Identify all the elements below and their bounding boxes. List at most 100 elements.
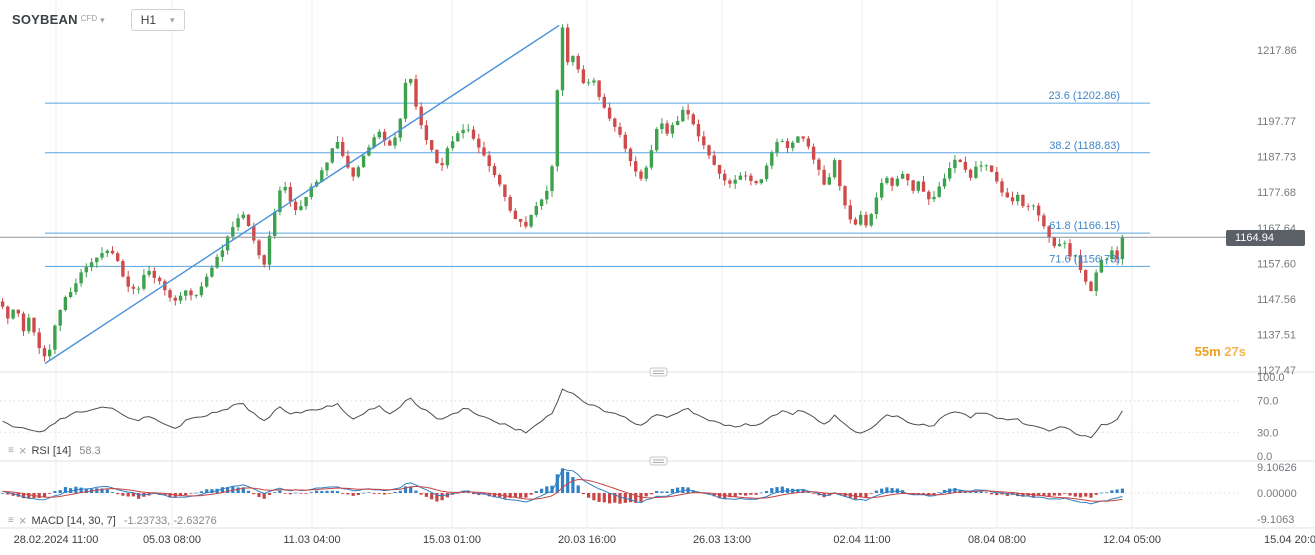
macd-histogram-bar [210, 489, 214, 493]
candle-body [958, 159, 962, 162]
macd-histogram-bar [1115, 489, 1119, 493]
panel-resize-handle[interactable] [649, 367, 668, 377]
candle-body [351, 167, 355, 177]
candle-body [53, 325, 57, 350]
candle-body [749, 175, 753, 181]
macd-histogram-bar [220, 487, 224, 493]
macd-histogram-bar [383, 493, 387, 495]
time-axis-label: 20.03 16:00 [558, 534, 616, 546]
macd-line [2, 468, 1123, 505]
candle-body [623, 134, 627, 149]
candle-body [592, 80, 596, 83]
macd-histogram-bar [885, 487, 889, 493]
indicator-close-icon[interactable]: × [18, 513, 27, 528]
panel-resize-handle[interactable] [649, 456, 668, 466]
macd-histogram-bar [430, 493, 434, 500]
candle-body [398, 118, 402, 138]
candle-body [550, 166, 554, 191]
candle-body [335, 142, 340, 149]
candle-body [545, 190, 549, 200]
price-axis-label: 1147.56 [1257, 294, 1296, 306]
macd-histogram-bar [126, 493, 130, 497]
candle-body [168, 290, 172, 298]
macd-histogram-bar [267, 493, 272, 495]
candle-body [445, 148, 450, 166]
macd-axis-label: -9.1063 [1257, 514, 1294, 526]
macd-histogram-bar [780, 486, 784, 493]
macd-histogram-bar [812, 493, 816, 494]
candle-body [142, 274, 146, 289]
candle-body [1099, 259, 1104, 273]
price-axis-label: 1187.73 [1257, 152, 1296, 164]
macd-histogram-bar [874, 490, 878, 493]
macd-histogram-bar [341, 493, 345, 494]
candle-body [388, 140, 392, 146]
macd-histogram-bar [508, 493, 512, 498]
fib-retracement-layer[interactable] [45, 102, 1150, 267]
macd-histogram-bar [1058, 493, 1062, 496]
macd-histogram-bar [241, 487, 245, 493]
candle-body [963, 161, 968, 170]
macd-histogram-bar [320, 491, 324, 493]
candle-body [157, 277, 162, 282]
candle-body [58, 310, 62, 326]
candle-body [513, 210, 518, 220]
rsi-line [2, 388, 1123, 439]
candle-body [848, 205, 852, 220]
candle-body [32, 317, 36, 333]
chevron-down-icon: ▾ [170, 15, 175, 25]
time-axis-label: 15.04 20:0 [1264, 534, 1315, 546]
fib-level-label: 71.6 (1156.73) [1049, 253, 1120, 265]
candle-body [0, 301, 5, 307]
price-axis-label: 1197.77 [1257, 116, 1296, 128]
indicator-settings-icon[interactable]: ≡ [8, 444, 14, 456]
candle-body [984, 165, 988, 167]
macd-histogram-bar [1094, 493, 1098, 495]
candle-body [968, 169, 973, 178]
indicator-close-icon[interactable]: × [18, 443, 27, 458]
candle-body [864, 214, 868, 226]
candle-body [471, 129, 476, 139]
candle-body [508, 196, 512, 211]
candle-body [361, 155, 366, 168]
candle-body [131, 286, 136, 289]
candle-body [639, 171, 643, 179]
candle-body [341, 142, 345, 156]
timeframe-selector[interactable]: H1 ▾ [130, 9, 185, 31]
macd-histogram-bar [953, 488, 957, 493]
candle-body [906, 174, 910, 181]
candle-body [309, 186, 313, 197]
candle-body [1105, 259, 1109, 260]
candle-body [1110, 250, 1114, 260]
macd-histogram-bar [48, 493, 52, 494]
macd-histogram-bar [356, 493, 360, 495]
trendline[interactable] [44, 24, 560, 365]
macd-histogram-bar [670, 488, 674, 493]
candle-body [989, 165, 994, 172]
macd-histogram-bar [1052, 493, 1056, 496]
macd-histogram-bar [806, 492, 810, 493]
macd-histogram-bar [649, 493, 653, 495]
macd-histogram-bar [765, 491, 769, 493]
time-axis-label: 08.04 08:00 [968, 534, 1026, 546]
macd-histogram-bar [205, 489, 209, 493]
rsi-axis-label: 100.0 [1257, 372, 1285, 384]
macd-histogram-bar [555, 474, 559, 493]
symbol-selector[interactable]: SOYBEAN CFD ▾ [12, 13, 105, 27]
macd-histogram-bar [545, 486, 549, 493]
indicator-settings-icon[interactable]: ≡ [8, 514, 14, 526]
candle-body [236, 218, 240, 228]
candle-body [780, 141, 784, 142]
candle-body [775, 141, 779, 153]
macd-histogram-bar [178, 493, 183, 496]
macd-histogram-bar [63, 487, 67, 493]
candle-body [628, 148, 633, 162]
candle-body [356, 167, 361, 177]
time-axis-label: 12.04 05:00 [1103, 534, 1161, 546]
macd-layer [1, 468, 1124, 505]
candle-body [995, 171, 999, 182]
macd-axis-label: 0.00000 [1257, 488, 1297, 500]
macd-histogram-bar [419, 493, 423, 495]
macd-histogram-bar [199, 491, 203, 493]
